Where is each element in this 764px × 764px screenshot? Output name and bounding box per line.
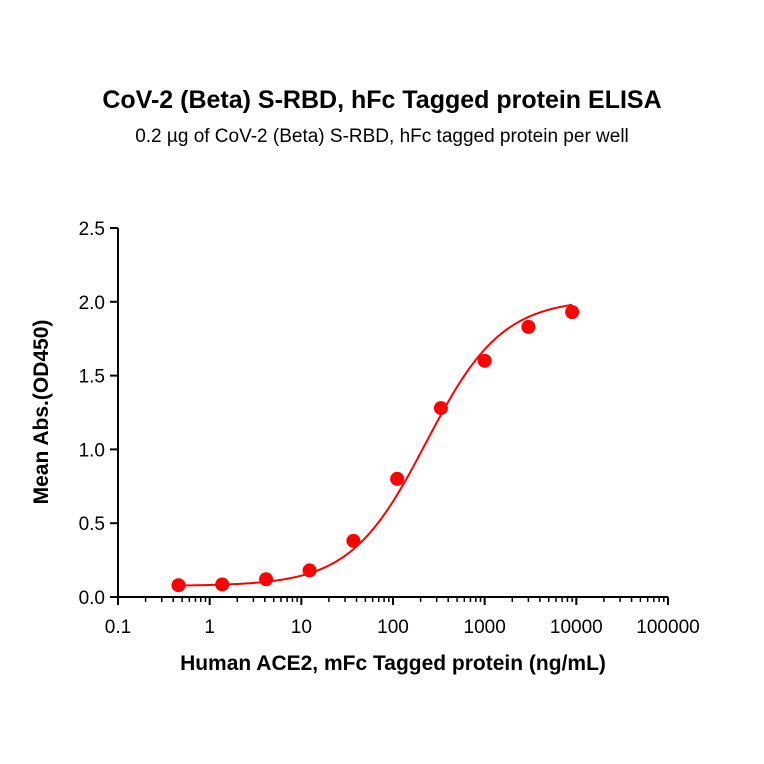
chart-subtitle: 0.2 µg of CoV-2 (Beta) S-RBD, hFc tagged… bbox=[135, 126, 629, 147]
y-tick-label: 1.5 bbox=[79, 367, 105, 388]
fit-curve-layer bbox=[178, 303, 573, 587]
chart-title: CoV-2 (Beta) S-RBD, hFc Tagged protein E… bbox=[102, 86, 662, 114]
data-point bbox=[346, 533, 361, 548]
x-tick-label: 1000 bbox=[464, 617, 506, 638]
y-axis-title: Mean Abs.(OD450) bbox=[30, 320, 53, 505]
data-point bbox=[477, 353, 492, 368]
data-point bbox=[433, 401, 448, 416]
y-tick-label: 0.5 bbox=[79, 514, 105, 535]
data-points-layer bbox=[171, 305, 580, 593]
y-tick-label: 2.0 bbox=[79, 293, 105, 314]
x-tick-label: 10000 bbox=[550, 617, 603, 638]
data-point bbox=[259, 572, 274, 587]
data-point bbox=[521, 319, 536, 334]
y-tick-label: 0.0 bbox=[79, 588, 105, 609]
fit-curve bbox=[178, 303, 573, 587]
data-point bbox=[171, 578, 186, 593]
data-point bbox=[302, 563, 317, 578]
data-point bbox=[565, 305, 580, 320]
x-axis-title: Human ACE2, mFc Tagged protein (ng/mL) bbox=[180, 652, 606, 675]
data-point bbox=[215, 577, 230, 592]
x-tick-label: 100000 bbox=[636, 617, 699, 638]
y-tick-label: 1.0 bbox=[79, 440, 105, 461]
data-point bbox=[390, 471, 405, 486]
axes: 0.0 0.5 1.0 1.5 2.0 2.5 0.1 1 10 100 1000 10000 1000… bbox=[79, 219, 700, 638]
x-tick-label: 0.1 bbox=[105, 617, 131, 638]
x-tick-label: 1 bbox=[204, 617, 215, 638]
x-tick-label: 100 bbox=[377, 617, 409, 638]
x-tick-label: 10 bbox=[291, 617, 312, 638]
y-tick-label: 2.5 bbox=[79, 219, 105, 240]
